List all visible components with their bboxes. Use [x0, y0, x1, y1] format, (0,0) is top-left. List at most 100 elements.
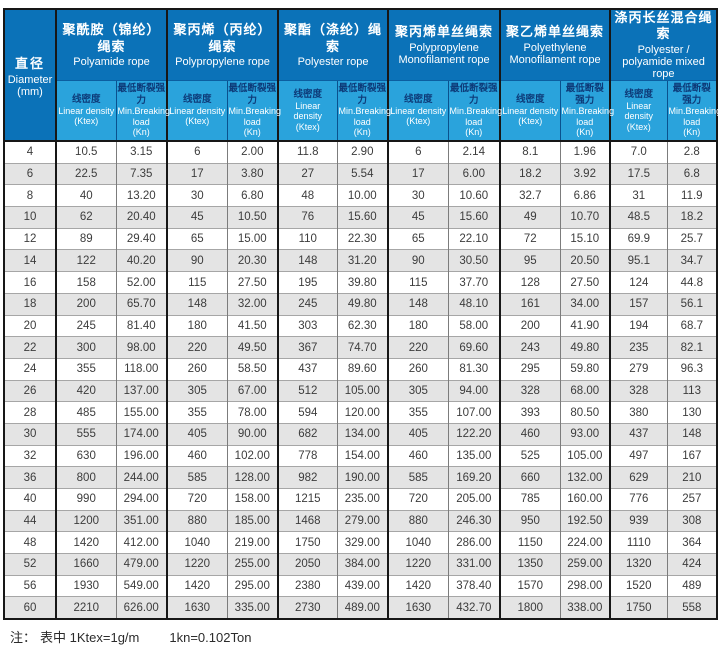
- group-header-4: 聚乙烯单丝绳索 Polyethylene Monofilament rope: [499, 9, 611, 82]
- value-cell: 1630: [387, 596, 449, 620]
- linear-density-label-cn: 线密度: [516, 94, 545, 106]
- subheader-linear-density-5: 线密度 Linear density (Ktex): [609, 80, 668, 142]
- value-cell: 6.86: [559, 184, 611, 207]
- value-cell: 245: [55, 314, 116, 337]
- value-cell: 1930: [55, 574, 116, 597]
- diameter-cell: 18: [4, 292, 56, 316]
- table-row: 20 245 81.40 180 41.50 303 62.30 180 58.00 200 41.…: [4, 314, 718, 337]
- breaking-load-label-cn: 最低断裂强力: [565, 83, 604, 106]
- value-cell: 122.20: [447, 422, 501, 446]
- diameter-cell: 52: [4, 553, 56, 576]
- value-cell: 180: [166, 314, 228, 337]
- value-cell: 74.70: [336, 336, 389, 359]
- value-cell: 48: [277, 184, 338, 207]
- value-cell: 1.96: [559, 141, 611, 164]
- value-cell: 124: [609, 271, 668, 294]
- diameter-cell: 16: [4, 271, 56, 294]
- value-cell: 31: [609, 184, 668, 207]
- value-cell: 137.00: [115, 379, 168, 402]
- linear-density-label-en: Linear density: [624, 100, 654, 122]
- group-label-cn: 聚丙烯（丙纶）绳索: [173, 22, 272, 54]
- value-cell: 39.80: [336, 271, 389, 294]
- linear-density-label-cn: 线密度: [404, 94, 433, 106]
- value-cell: 2.00: [226, 141, 279, 164]
- value-cell: 3.80: [226, 162, 279, 185]
- value-cell: 6.8: [666, 162, 718, 185]
- value-cell: 3.92: [559, 162, 611, 185]
- value-cell: 1420: [55, 531, 116, 554]
- subheader-breaking-load-2: 最低断裂强力 Min.Breaking load (Kn): [336, 80, 392, 142]
- value-cell: 30: [166, 184, 228, 207]
- value-cell: 30: [387, 184, 449, 207]
- value-cell: 585: [166, 466, 228, 489]
- diameter-cell: 44: [4, 509, 56, 532]
- footnote-label: 注：: [10, 630, 37, 646]
- value-cell: 190.00: [336, 466, 389, 489]
- value-cell: 3.15: [115, 141, 168, 164]
- breaking-load-label-cn: 最低断裂强力: [672, 83, 711, 106]
- value-cell: 1215: [277, 488, 338, 511]
- value-cell: 525: [499, 444, 561, 467]
- table-row: 36 800 244.00 585 128.00 982 190.00 585 169.20 66…: [4, 466, 718, 489]
- value-cell: 6.80: [226, 184, 279, 207]
- value-cell: 65: [166, 227, 228, 250]
- table-row: 30 555 174.00 405 90.00 682 134.00 405 122.20 460…: [4, 422, 718, 446]
- value-cell: 78.00: [226, 401, 279, 424]
- value-cell: 355: [55, 357, 116, 381]
- value-cell: 10.50: [226, 206, 279, 229]
- value-cell: 626.00: [115, 596, 168, 620]
- linear-density-label-en: Linear density: [58, 105, 115, 116]
- value-cell: 235: [609, 336, 668, 359]
- linear-density-label-en: Linear density: [169, 105, 226, 116]
- table-row: 28 485 155.00 355 78.00 594 120.00 355 107.00 393…: [4, 401, 718, 424]
- group-header-3: 聚丙烯单丝绳索 Polypropylene Monofilament rope: [387, 9, 501, 82]
- value-cell: 169.20: [447, 466, 501, 489]
- value-cell: 32.7: [499, 184, 561, 207]
- value-cell: 257: [666, 488, 718, 511]
- value-cell: 130: [666, 401, 718, 424]
- value-cell: 205.00: [447, 488, 501, 511]
- value-cell: 682: [277, 422, 338, 446]
- value-cell: 224.00: [559, 531, 611, 554]
- linear-density-label-en: (Ktex): [74, 116, 99, 127]
- value-cell: 105.00: [559, 444, 611, 467]
- diameter-cell: 6: [4, 162, 56, 185]
- value-cell: 460: [166, 444, 228, 467]
- value-cell: 89.60: [336, 357, 389, 381]
- value-cell: 25.7: [666, 227, 718, 250]
- value-cell: 555: [55, 422, 116, 446]
- value-cell: 305: [387, 379, 449, 402]
- value-cell: 18.2: [499, 162, 561, 185]
- value-cell: 174.00: [115, 422, 168, 446]
- diameter-label-en: Diameter: [7, 73, 53, 86]
- value-cell: 34.7: [666, 249, 718, 272]
- value-cell: 295.00: [226, 574, 279, 597]
- value-cell: 355: [166, 401, 228, 424]
- value-cell: 8.1: [499, 141, 561, 164]
- value-cell: 939: [609, 509, 668, 532]
- value-cell: 10.00: [336, 184, 389, 207]
- value-cell: 720: [166, 488, 228, 511]
- value-cell: 76: [277, 206, 338, 229]
- table-row: 4 10.5 3.15 6 2.00 11.8 2.90 6 2.14 8.1 1.96 7.0 2.8: [4, 141, 718, 164]
- value-cell: 90: [166, 249, 228, 272]
- value-cell: 120.00: [336, 401, 389, 424]
- footnote-ktex: 表中 1Ktex=1g/m: [40, 630, 140, 646]
- value-cell: 7.0: [609, 141, 668, 164]
- value-cell: 420: [55, 379, 116, 402]
- breaking-load-label-en: (Kn): [243, 127, 261, 138]
- value-cell: 437: [277, 357, 338, 381]
- value-cell: 155.00: [115, 401, 168, 424]
- value-cell: 20.40: [115, 206, 168, 229]
- value-cell: 180: [387, 314, 449, 337]
- value-cell: 776: [609, 488, 668, 511]
- value-cell: 405: [166, 422, 228, 446]
- breaking-load-label-en: Min.Breaking: [338, 106, 392, 117]
- value-cell: 1220: [387, 553, 449, 576]
- breaking-load-label-en: (Kn): [132, 127, 150, 138]
- value-cell: 497: [609, 444, 668, 467]
- value-cell: 52.00: [115, 271, 168, 294]
- value-cell: 118.00: [115, 357, 168, 381]
- value-cell: 259.00: [559, 553, 611, 576]
- table-row: 44 1200 351.00 880 185.00 1468 279.00 880 246.30…: [4, 509, 718, 532]
